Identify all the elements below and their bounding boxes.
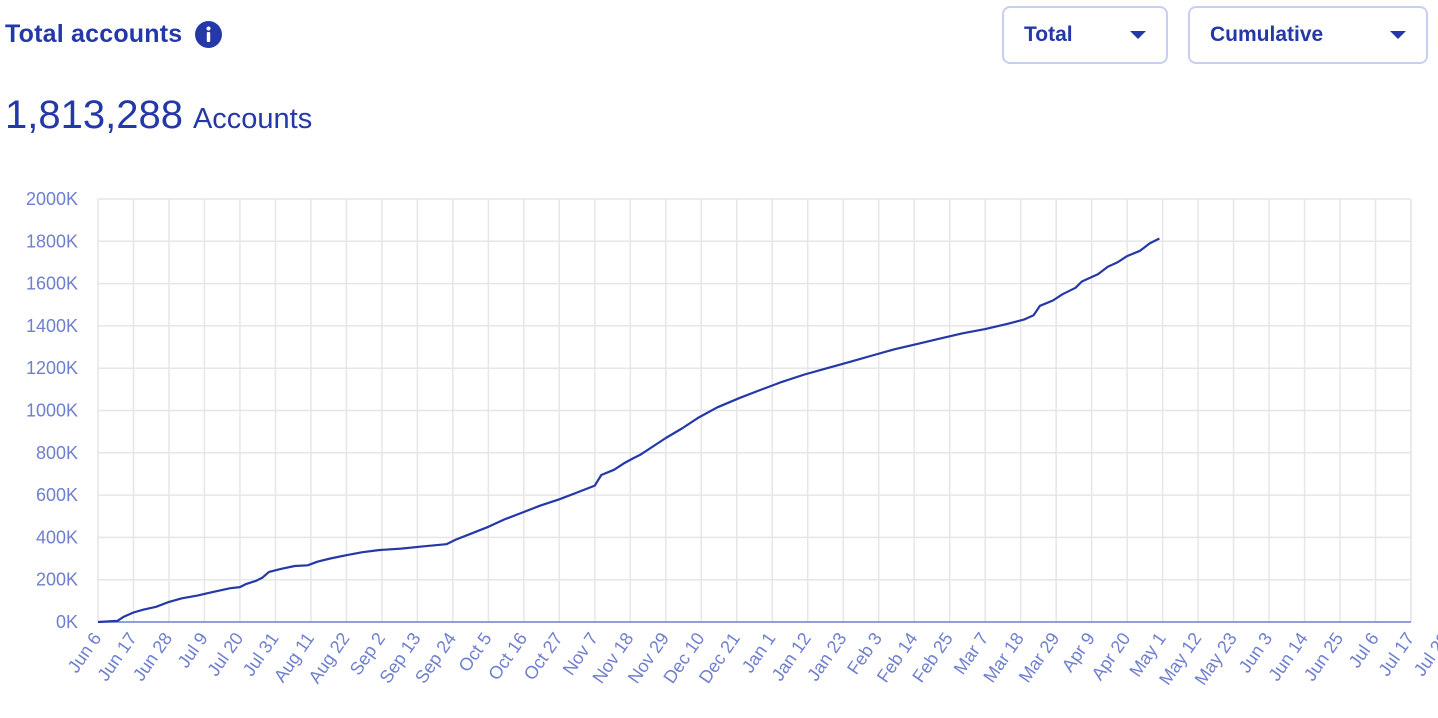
y-tick-label: 1800K [26, 231, 78, 251]
mode-dropdown-label: Cumulative [1210, 23, 1324, 46]
summary-unit: Accounts [192, 103, 313, 135]
y-tick-label: 0K [56, 612, 78, 632]
page-title: Total accounts [5, 20, 183, 48]
info-icon[interactable] [195, 21, 223, 48]
y-tick-label: 2000K [26, 189, 78, 209]
scope-dropdown[interactable]: Total [1002, 6, 1168, 64]
y-tick-label: 1200K [26, 358, 78, 378]
summary-value: 1,813,288 [5, 93, 183, 137]
x-tick-label: Apr 20 [1088, 629, 1135, 684]
y-tick-label: 200K [36, 570, 78, 590]
header: Total accounts [5, 20, 223, 49]
x-tick-label: Jul 17 [1374, 629, 1418, 680]
summary: 1,813,288 Accounts [5, 93, 312, 138]
x-tick-label: Jul 28 [1410, 629, 1438, 680]
info-glyph [206, 26, 211, 42]
y-tick-label: 800K [36, 443, 78, 463]
scope-dropdown-label: Total [1024, 23, 1073, 46]
y-tick-label: 1000K [26, 401, 78, 421]
x-tick-label: Oct 27 [520, 629, 567, 684]
accounts-line-chart: 0K 200K 400K 600K 800K 1000K 1200K 1400K 1600K 18… [26, 189, 1438, 689]
caret-down-icon [1390, 31, 1406, 39]
y-tick-label: 400K [36, 527, 78, 547]
series-line [97, 237, 1160, 624]
caret-down-icon [1130, 31, 1146, 39]
x-tick-label: Jul 20 [203, 629, 247, 680]
y-tick-label: 1600K [26, 274, 78, 294]
mode-dropdown[interactable]: Cumulative [1188, 6, 1428, 64]
y-tick-label: 600K [36, 485, 78, 505]
y-tick-label: 1400K [26, 316, 78, 336]
